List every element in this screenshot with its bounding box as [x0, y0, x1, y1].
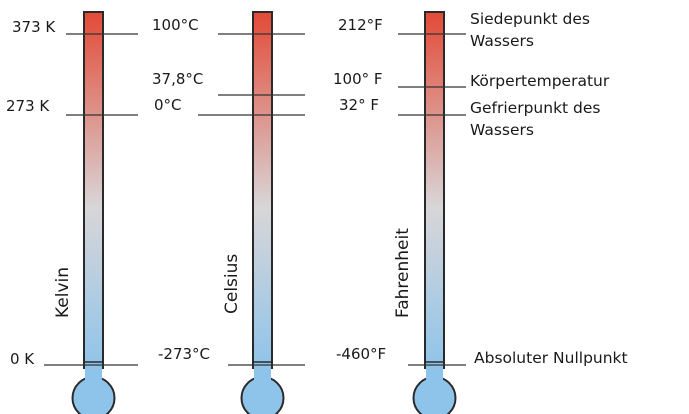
- celsius-scale-name: Celsius: [222, 254, 242, 314]
- note-freezing-line1: Gefrierpunkt des: [470, 99, 601, 117]
- kelvin-label-zero: 0 K: [10, 350, 35, 368]
- fahrenheit-scale-name: Fahrenheit: [393, 228, 413, 318]
- fahrenheit-label-boiling: 212°F: [338, 16, 383, 34]
- kelvin-tube: [83, 11, 104, 369]
- celsius-label-zero: -273°C: [158, 345, 210, 363]
- kelvin-scale-name: Kelvin: [53, 267, 73, 318]
- celsius-tube: [252, 11, 273, 369]
- note-absolute-zero: Absoluter Nullpunkt: [474, 349, 628, 367]
- fahrenheit-label-zero: -460°F: [336, 345, 386, 363]
- kelvin-label-freezing: 273 K: [6, 97, 50, 115]
- note-boiling-line1: Siedepunkt des: [470, 10, 590, 28]
- fahrenheit-label-body: 100° F: [333, 70, 383, 88]
- note-body-temperature: Körpertemperatur: [470, 72, 610, 90]
- note-freezing-line2: Wassers: [470, 121, 534, 139]
- fahrenheit-bulb-neck: [426, 362, 443, 390]
- kelvin-label-boiling: 373 K: [12, 18, 56, 36]
- celsius-label-body: 37,8°C: [152, 70, 203, 88]
- celsius-thermometer: 100°C 37,8°C 0°C -273°C Celsius: [152, 11, 305, 414]
- annotations: Siedepunkt des Wassers Körpertemperatur …: [470, 10, 628, 367]
- celsius-label-boiling: 100°C: [152, 16, 199, 34]
- note-boiling-line2: Wassers: [470, 32, 534, 50]
- celsius-label-freezing: 0°C: [154, 96, 182, 114]
- kelvin-thermometer: 373 K 273 K 0 K Kelvin: [6, 11, 138, 414]
- fahrenheit-label-freezing: 32° F: [339, 96, 379, 114]
- kelvin-bulb-neck: [85, 362, 102, 390]
- fahrenheit-thermometer: 212°F 100° F 32° F -460°F Fahrenheit: [333, 11, 466, 414]
- fahrenheit-tube: [424, 11, 445, 369]
- celsius-bulb-neck: [254, 362, 271, 390]
